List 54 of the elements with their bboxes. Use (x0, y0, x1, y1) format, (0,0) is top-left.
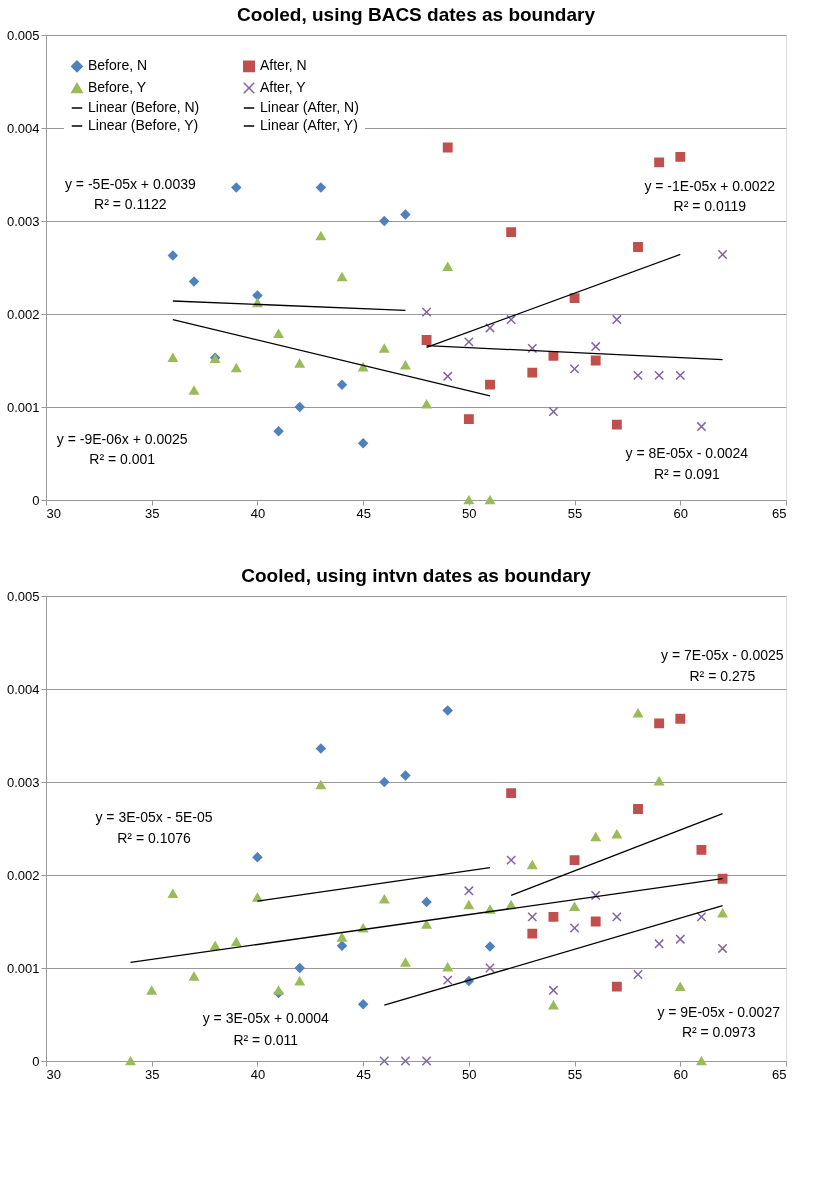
annotation: R² = 0.0973 (681, 1024, 756, 1041)
annotation: y = 8E-05x - 0.0024 (625, 444, 749, 461)
y-tick-label: 0.004 (6, 681, 40, 697)
y-tick-label: 0.003 (6, 213, 40, 229)
annotation: R² = 0.275 (689, 667, 756, 684)
chart-title: Cooled, using BACS dates as boundary (237, 4, 596, 25)
chart-title: Cooled, using intvn dates as boundary (241, 565, 592, 586)
legend-label: After, Y (260, 79, 307, 95)
y-tick-label: 0.004 (6, 120, 40, 136)
annotation: y = 9E-05x - 0.0027 (657, 1003, 781, 1020)
legend-label: Linear (Before, Y) (88, 117, 199, 133)
y-tick-label: 0.001 (6, 399, 40, 415)
x-tick-label: 60 (673, 1066, 689, 1082)
x-tick-label: 65 (772, 1066, 787, 1082)
x-tick-label: 35 (144, 1066, 160, 1082)
annotation: y = -1E-05x + 0.0022 (644, 177, 776, 194)
x-tick-label: 30 (46, 1066, 61, 1082)
annotation: y = 7E-05x - 0.0025 (661, 647, 784, 664)
y-tick-label: 0.003 (6, 774, 40, 790)
y-tick-label: 0.002 (6, 867, 40, 883)
legend-label: Linear (Before, N) (88, 99, 200, 115)
x-tick-label: 30 (46, 505, 61, 521)
annotation: y = -5E-05x + 0.0039 (64, 175, 196, 192)
annotation: R² = 0.001 (89, 451, 156, 468)
legend-label: Linear (After, N) (260, 99, 359, 115)
x-tick-label: 55 (567, 505, 583, 521)
annotation: y = 3E-05x + 0.0004 (202, 1010, 330, 1027)
annotation: R² = 0.011 (233, 1031, 299, 1048)
y-tick-label: 0.005 (6, 27, 40, 43)
x-tick-label: 50 (462, 505, 477, 521)
y-tick-label: 0 (32, 1053, 40, 1069)
annotation: R² = 0.091 (653, 465, 720, 482)
annotation: R² = 0.1076 (117, 829, 192, 846)
x-tick-label: 65 (772, 505, 787, 521)
legend-label: After, N (260, 57, 307, 74)
y-tick-label: 0.001 (6, 960, 40, 976)
annotation: y = 3E-05x - 5E-05 (95, 809, 213, 826)
annotation: y = -9E-06x + 0.0025 (56, 430, 188, 447)
x-tick-label: 40 (250, 1066, 266, 1082)
x-tick-label: 50 (462, 1066, 477, 1082)
x-tick-label: 45 (356, 1066, 371, 1082)
x-tick-label: 40 (250, 505, 266, 521)
y-tick-label: 0 (32, 492, 40, 508)
y-tick-label: 0.005 (6, 588, 40, 604)
annotation: R² = 0.0119 (673, 198, 747, 215)
x-tick-label: 35 (144, 505, 160, 521)
x-tick-label: 45 (356, 505, 371, 521)
x-tick-label: 60 (673, 505, 689, 521)
y-tick-label: 0.002 (6, 306, 40, 322)
x-tick-label: 55 (567, 1066, 583, 1082)
legend-label: Before, Y (88, 79, 147, 95)
legend-label: Linear (After, Y) (260, 117, 358, 133)
annotation: R² = 0.1122 (94, 196, 167, 213)
legend-label: Before, N (88, 57, 148, 74)
